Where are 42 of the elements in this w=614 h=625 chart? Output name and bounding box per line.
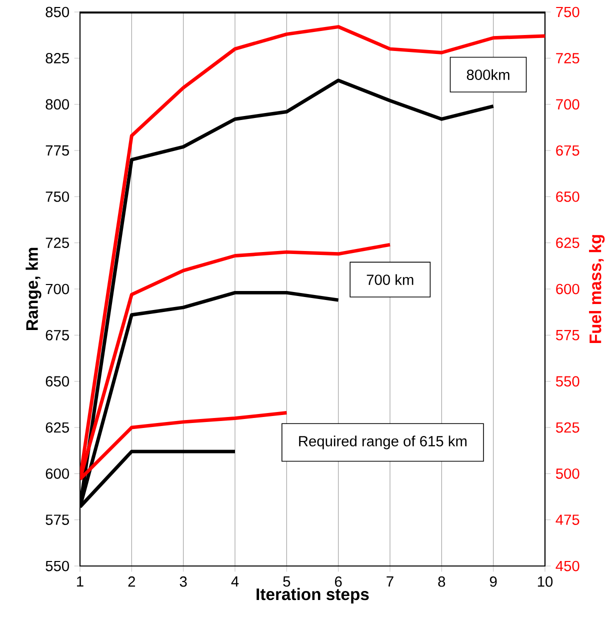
y2-tick-label: 600 [556,284,580,294]
y2-tick-label: 700 [556,99,580,110]
x-tick-label: 1 [77,576,84,586]
y-tick-label: 600 [46,468,70,479]
y2-tick-label: 750 [556,6,580,18]
annotation: 700 km [366,274,414,285]
y2-tick-label: 675 [556,145,580,156]
y2-tick-label: 575 [556,330,580,340]
y-tick-label: 750 [46,191,70,202]
annotation: Required range of 615 km [299,436,466,450]
y-tick-label: 850 [46,6,70,18]
y-tick-label: 575 [46,514,69,525]
y2-tick-label: 500 [556,468,580,479]
y2-tick-label: 550 [556,376,580,387]
y-tick-label: 800 [46,99,70,110]
x-axis-title: Iteration steps [256,588,369,604]
y2-axis-title: Fuel mass, kg [589,235,605,344]
y2-tick-label: 650 [556,191,580,202]
x-tick-label: 3 [180,576,187,587]
y2-tick-label: 450 [556,560,580,572]
y-axis-title: Range, km [26,248,42,330]
annotation: 800km [466,69,510,80]
y2-tick-label: 525 [556,422,580,433]
x-tick-label: 6 [335,576,342,587]
y-tick-label: 625 [46,422,69,433]
x-tick-label: 8 [438,576,446,587]
x-tick-label: 2 [128,576,136,587]
x-tick-label: 10 [538,576,553,587]
y-tick-label: 825 [46,52,69,64]
y2-tick-label: 725 [556,52,580,64]
y-tick-label: 725 [46,238,69,248]
y-tick-label: 700 [46,284,70,294]
y-tick-label: 550 [46,560,70,572]
y2-tick-label: 625 [556,238,580,248]
y-tick-label: 675 [46,330,69,340]
x-tick-label: 5 [283,576,290,587]
y-tick-label: 775 [46,145,69,156]
x-tick-label: 7 [386,576,394,586]
y2-tick-label: 475 [556,514,580,525]
x-tick-label: 4 [231,576,239,586]
x-tick-label: 9 [490,576,497,587]
y-tick-label: 650 [46,376,70,387]
